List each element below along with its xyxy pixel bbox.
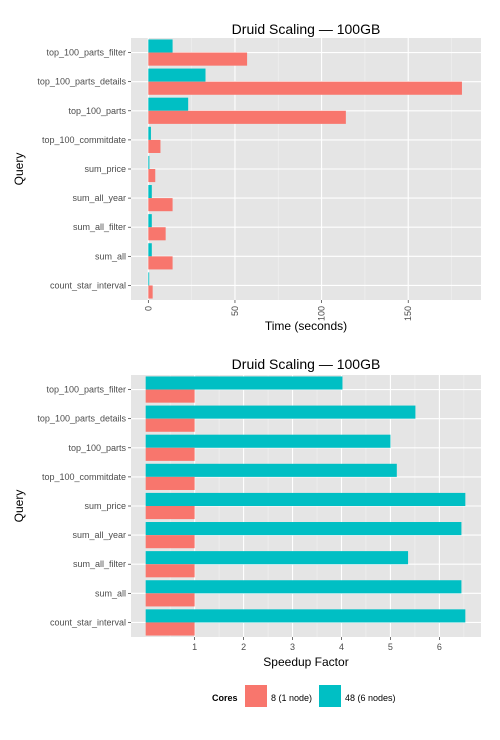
bar-top_100_parts-48-cores [148, 97, 189, 111]
bar-top_100_commitdate-48-cores [148, 126, 151, 140]
legend-label: 48 (6 nodes) [345, 693, 396, 703]
y-tick-label: sum_all_filter [73, 559, 126, 569]
x-axis-label: Time (seconds) [265, 319, 347, 333]
legend-swatch [319, 685, 341, 707]
chart-panel-1: top_100_parts_filter top_100_parts_detail… [12, 21, 481, 333]
bar-sum_all-8-cores [148, 256, 173, 270]
x-tick-label: 2 [241, 642, 246, 652]
bar-count_star_interval-8-cores [148, 285, 153, 299]
bar-sum_all_year-8-cores [148, 198, 173, 212]
y-tick-label: top_100_parts [68, 106, 126, 116]
x-tick-label: 6 [437, 642, 442, 652]
y-axis-label: Query [12, 490, 26, 523]
bar-top_100_commitdate-8-cores [148, 139, 161, 153]
x-axis-label: Speedup Factor [263, 655, 348, 669]
bar-sum_price-8-cores [148, 169, 156, 183]
bar-top_100_parts_filter-8-cores [145, 389, 195, 403]
x-tick-label: 0 [143, 306, 153, 311]
x-tick-label: 100 [317, 306, 327, 321]
bar-sum_price-8-cores [145, 506, 195, 520]
bar-sum_all_year-48-cores [148, 185, 152, 199]
bar-sum_all-48-cores [145, 580, 462, 594]
x-tick-label: 150 [403, 306, 413, 321]
y-tick-label: top_100_commitdate [42, 472, 126, 482]
x-tick-label: 4 [339, 642, 344, 652]
bar-top_100_parts_filter-48-cores [148, 39, 173, 53]
bar-count_star_interval-48-cores [148, 272, 150, 286]
bar-sum_all-48-cores [148, 243, 152, 257]
bar-sum_all-8-cores [145, 593, 195, 607]
legend-swatch [245, 685, 267, 707]
x-tick-label: 3 [290, 642, 295, 652]
y-tick-label: count_star_interval [50, 617, 126, 627]
x-tick-label: 50 [230, 306, 240, 316]
bar-sum_all_filter-8-cores [145, 564, 195, 578]
y-tick-label: top_100_commitdate [42, 135, 126, 145]
y-tick-label: sum_all_year [72, 530, 126, 540]
bar-top_100_commitdate-48-cores [145, 463, 397, 477]
bar-sum_all_filter-48-cores [145, 551, 409, 565]
y-tick-label: sum_all [95, 251, 126, 261]
y-tick-label: top_100_parts_details [37, 77, 126, 87]
bar-top_100_parts-8-cores [148, 110, 346, 124]
bar-count_star_interval-48-cores [145, 609, 466, 623]
bar-top_100_parts_details-48-cores [145, 405, 416, 419]
y-tick-label: sum_all_filter [73, 222, 126, 232]
bar-sum_all_filter-8-cores [148, 227, 166, 241]
bar-top_100_parts_details-48-cores [148, 68, 206, 82]
chart-title: Druid Scaling — 100GB [232, 356, 381, 372]
bar-top_100_parts_details-8-cores [148, 81, 462, 95]
y-tick-label: sum_price [84, 501, 126, 511]
bar-top_100_parts_filter-48-cores [145, 376, 343, 390]
y-tick-label: top_100_parts_filter [46, 48, 126, 58]
bar-sum_price-48-cores [148, 155, 150, 169]
y-axis-label: Query [12, 153, 26, 186]
chart-panel-2: top_100_parts_filter top_100_parts_detail… [12, 356, 481, 669]
bar-sum_all_year-48-cores [145, 522, 462, 536]
bar-sum_all_year-8-cores [145, 535, 195, 549]
bar-sum_price-48-cores [145, 492, 466, 506]
y-tick-label: count_star_interval [50, 280, 126, 290]
bar-top_100_parts_filter-8-cores [148, 52, 248, 66]
y-tick-label: sum_all_year [72, 193, 126, 203]
legend-title: Cores [212, 693, 238, 703]
y-tick-label: sum_price [84, 164, 126, 174]
x-tick-label: 1 [192, 642, 197, 652]
y-tick-label: top_100_parts_details [37, 414, 126, 424]
bar-sum_all_filter-48-cores [148, 214, 152, 228]
legend-label: 8 (1 node) [271, 693, 312, 703]
bar-top_100_parts-48-cores [145, 434, 391, 448]
y-tick-label: top_100_parts_filter [46, 385, 126, 395]
bar-top_100_parts-8-cores [145, 447, 195, 461]
legend: Cores 8 (1 node) 48 (6 nodes) [212, 685, 396, 707]
y-tick-label: sum_all [95, 588, 126, 598]
bar-count_star_interval-8-cores [145, 622, 195, 636]
x-tick-label: 5 [388, 642, 393, 652]
y-tick-label: top_100_parts [68, 443, 126, 453]
chart-title: Druid Scaling — 100GB [232, 21, 381, 37]
bar-top_100_commitdate-8-cores [145, 476, 195, 490]
bar-top_100_parts_details-8-cores [145, 418, 195, 432]
